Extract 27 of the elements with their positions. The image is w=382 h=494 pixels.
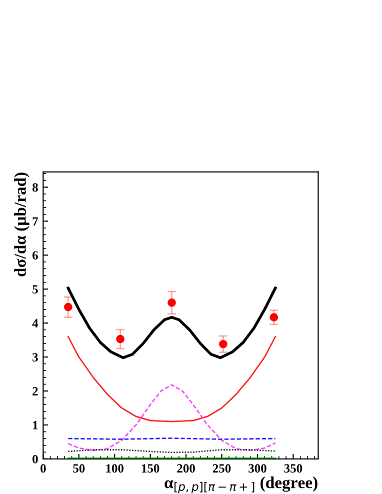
y-tick-label: 6 <box>32 251 38 260</box>
x-tick-label: 200 <box>177 464 195 473</box>
point <box>64 302 72 312</box>
y-tick-label: 4 <box>32 319 38 328</box>
y-tick-label: 2 <box>32 387 38 396</box>
line-series <box>66 286 277 360</box>
x-tick-label: 350 <box>284 464 302 473</box>
point <box>116 334 124 344</box>
y-tick-label: 1 <box>33 421 38 430</box>
x-tick-label: 300 <box>248 464 266 473</box>
y-tick-label: 3 <box>32 353 38 362</box>
x-tick-label: 250 <box>212 464 231 473</box>
y-tick-label: 5 <box>32 285 38 294</box>
x-axis-title: α$_{[p,p][π−π+]}$ (degree) <box>164 476 318 494</box>
x-tick-label: 150 <box>142 464 160 473</box>
line-series <box>67 336 276 422</box>
y-tick-label: 0 <box>32 454 38 464</box>
point <box>219 340 228 348</box>
y-tick-label: 8 <box>32 183 38 192</box>
point <box>168 298 176 307</box>
line-series <box>67 384 276 452</box>
y-axis-title: dσ/dα (μb/rad) <box>14 172 30 276</box>
x-tick-label: 0 <box>40 464 46 473</box>
x-tick-label: 50 <box>73 464 85 473</box>
y-tick-label: 7 <box>32 217 38 226</box>
x-tick-label: 100 <box>106 464 124 473</box>
point <box>270 313 278 322</box>
